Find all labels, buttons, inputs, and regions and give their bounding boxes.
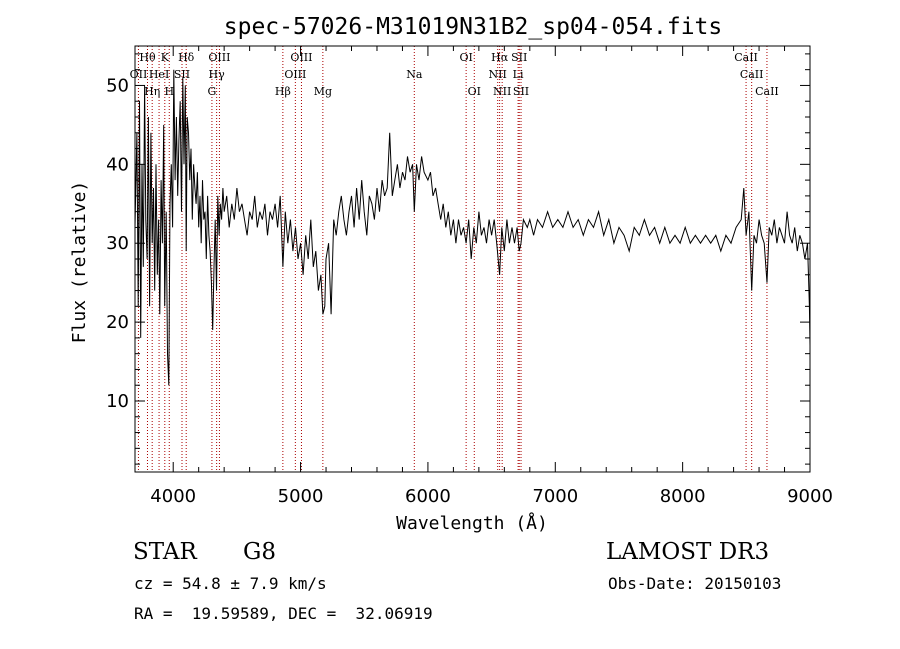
line-label-1: OII [130,68,148,81]
line-label-24: CaII [734,51,758,64]
x-tick-label-2: 6000 [405,486,451,507]
line-label-23: SII [513,85,529,98]
line-label-12: OIII [290,51,312,64]
line-label-18: Hα [491,51,509,64]
line-label-0: Hθ [139,51,156,64]
y-tick-label-0: 10 [106,391,129,412]
line-label-9: Hγ [209,68,226,81]
chart-title: spec-57026-M31019N31B2_sp04-054.fits [224,14,723,40]
x-tick-label-1: 5000 [278,486,324,507]
line-label-10: G [208,85,217,98]
line-label-11: Hβ [275,85,291,98]
object-class: STAR [133,539,197,565]
line-label-4: HeI [149,68,169,81]
line-label-14: Mg [314,85,332,98]
y-tick-label-4: 50 [106,75,129,96]
line-label-22: Li [513,68,524,81]
x-tick-label-5: 9000 [787,486,833,507]
line-label-8: OIII [208,51,230,64]
line-label-7: SII [174,68,190,81]
spectrum-line [134,69,811,386]
y-tick-label-3: 40 [106,154,129,175]
axis-ticks: 4000 5000 6000 7000 8000 9000 10 20 30 40 50 [106,46,833,507]
obs-date: Obs-Date: 20150103 [608,574,782,593]
line-label-20: NII [493,85,511,98]
coordinates: RA = 19.59589, DEC = 32.06919 [134,604,433,623]
line-label-26: CaII [755,85,779,98]
x-tick-label-4: 8000 [660,486,706,507]
survey-name: LAMOST DR3 [606,539,770,565]
line-label-5: H [164,85,174,98]
y-axis-label: Flux (relative) [69,181,90,344]
x-tick-label-0: 4000 [150,486,196,507]
spectral-line-markers [137,46,768,472]
line-label-13: OIII [284,68,306,81]
plot-frame [134,45,811,473]
line-label-2: Hη [144,85,160,98]
y-tick-label-2: 30 [106,233,129,254]
line-label-3: K [161,51,170,64]
line-label-15: Na [406,68,423,81]
line-label-25: CaII [740,68,764,81]
line-label-16: OI [459,51,472,64]
spectral-line-labels: Hθ OII Hη K HeI H Hδ SII OIII Hγ G Hβ OIII OIII Mg Na OI… [130,51,779,98]
x-axis-label: Wavelength (Å) [396,512,548,534]
y-tick-label-1: 20 [106,312,129,333]
line-label-21: SII [511,51,527,64]
line-label-19: NII [489,68,507,81]
x-tick-label-3: 7000 [532,486,578,507]
line-label-17: OI [468,85,481,98]
line-label-6: Hδ [178,51,195,64]
object-subclass: G8 [243,539,277,565]
redshift-cz: cz = 54.8 ± 7.9 km/s [134,574,327,593]
